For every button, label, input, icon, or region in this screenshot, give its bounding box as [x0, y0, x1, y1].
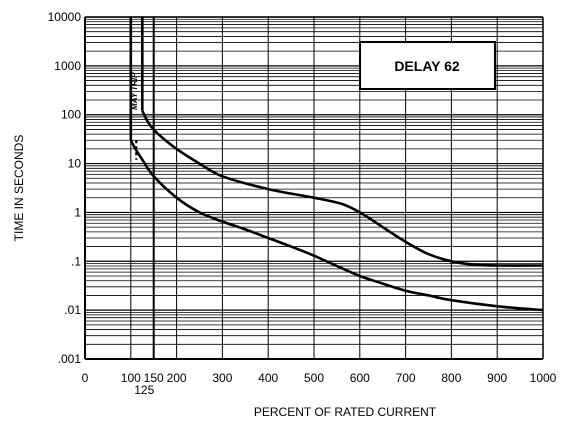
legend-text: DELAY 62	[394, 58, 460, 74]
x-tick-label: 0	[82, 371, 89, 385]
y-tick-label: 1	[74, 205, 81, 219]
series-lower-curve	[129, 139, 544, 312]
y-tick-label: 10	[68, 157, 82, 171]
chart-axes	[84, 16, 544, 360]
x-tick-label: 100	[121, 371, 141, 385]
x-tick-label: 150	[144, 371, 164, 385]
x-axis-title: PERCENT OF RATED CURRENT	[254, 405, 437, 419]
x-tick-label: 400	[258, 371, 278, 385]
x-tick-label: 700	[396, 371, 416, 385]
y-tick-label: .1	[71, 254, 81, 268]
x-tick-label: 1000	[530, 371, 557, 385]
x-tick-label: 300	[212, 371, 232, 385]
chart-markers	[135, 17, 155, 359]
x-tick-label: 800	[441, 371, 461, 385]
chart-series	[129, 17, 544, 312]
y-tick-label: 1000	[54, 59, 81, 73]
y-axis-title: TIME IN SECONDS	[12, 135, 26, 242]
x-tick-label: 200	[167, 371, 187, 385]
x-tick-label: 900	[487, 371, 507, 385]
series-upper-curve	[141, 110, 544, 267]
x-extra-tick-label: 125	[134, 383, 154, 397]
may-trip-label: MAY TRIP	[130, 72, 139, 110]
y-tick-label: .001	[58, 352, 82, 366]
y-tick-label: .01	[64, 303, 81, 317]
y-tick-label: 10000	[48, 10, 82, 24]
legend-box	[359, 41, 496, 90]
x-tick-label: 500	[304, 371, 324, 385]
y-tick-label: 100	[61, 108, 81, 122]
x-tick-label: 600	[350, 371, 370, 385]
